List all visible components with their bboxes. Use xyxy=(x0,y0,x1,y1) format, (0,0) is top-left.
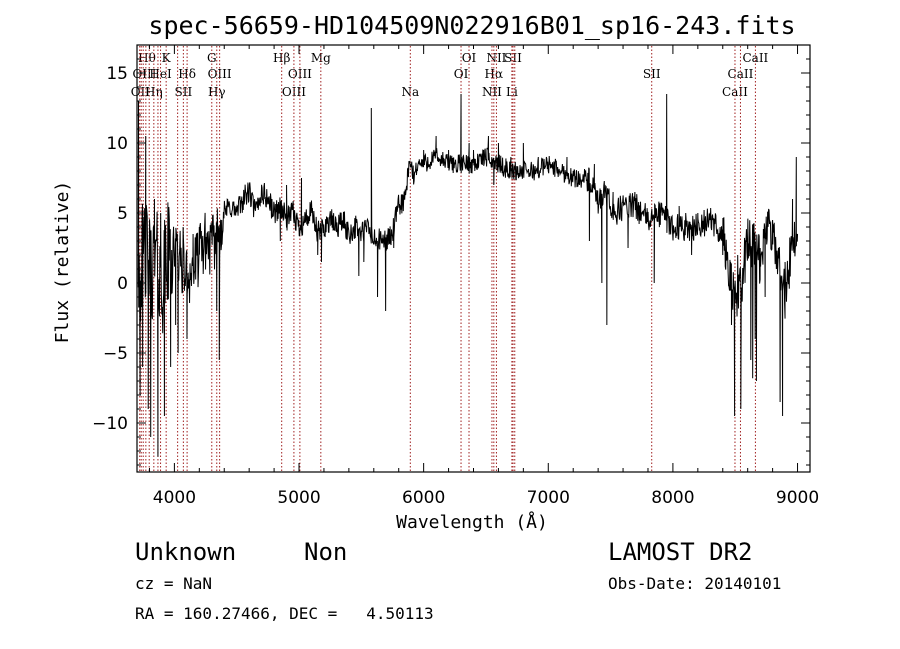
spectrum-series xyxy=(137,93,799,457)
x-axis-label: Wavelength (Å) xyxy=(396,511,548,533)
x-tick-label-0: 4000 xyxy=(153,488,196,508)
y-tick-label-3: 5 xyxy=(117,204,128,224)
line-label-1: K xyxy=(162,51,172,65)
line-markers xyxy=(139,46,756,471)
coordinates: RA = 160.27466, DEC = 4.50113 xyxy=(135,604,434,623)
y-tick-label-1: −5 xyxy=(103,344,128,364)
y-axis-ticks: −10 −5 0 5 10 15 xyxy=(92,44,810,466)
x-axis-ticks: 4000 5000 6000 7000 8000 9000 xyxy=(148,45,819,508)
plot-frame xyxy=(136,44,811,473)
object-subclass: Non xyxy=(304,538,348,566)
y-tick-label-5: 15 xyxy=(106,64,128,84)
y-tick-label-0: −10 xyxy=(92,414,128,434)
line-label-9: OIII xyxy=(132,67,156,81)
line-labels: HθKGHβMgOINIISIICaIIOIIIHeIHδOIIIOIIIOIH… xyxy=(131,51,769,99)
y-tick-label-2: 0 xyxy=(117,274,128,294)
spectrum-line xyxy=(137,93,799,457)
x-tick-label-4: 8000 xyxy=(651,488,694,508)
survey-name: LAMOST DR2 xyxy=(608,538,753,566)
x-tick-label-1: 5000 xyxy=(277,488,320,508)
y-tick-label-4: 10 xyxy=(106,134,128,154)
object-class: Unknown xyxy=(135,538,237,566)
redshift-value: cz = NaN xyxy=(135,574,213,593)
x-tick-label-3: 7000 xyxy=(527,488,570,508)
chart-title: spec-56659-HD104509N022916B01_sp16-243.f… xyxy=(148,11,795,40)
x-tick-label-5: 9000 xyxy=(776,488,819,508)
observation-date: Obs-Date: 20140101 xyxy=(608,574,782,593)
x-tick-label-2: 6000 xyxy=(402,488,445,508)
y-axis-label: Flux (relative) xyxy=(52,181,73,344)
line-label-0: Hθ xyxy=(138,51,156,65)
